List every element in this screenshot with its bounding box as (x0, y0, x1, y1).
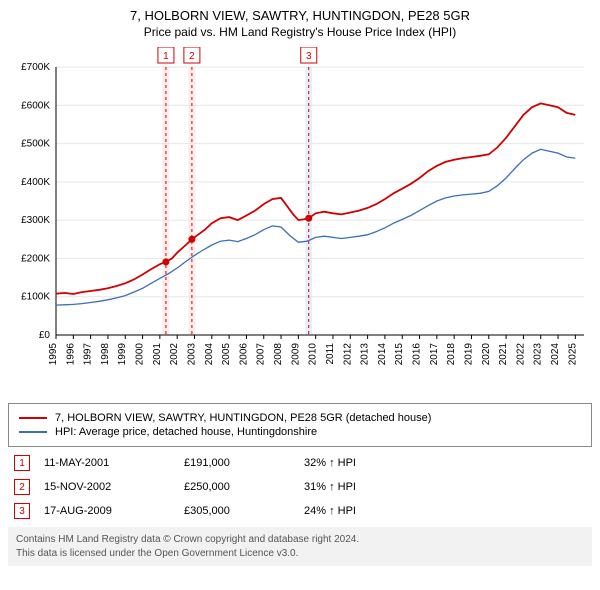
svg-text:2023: 2023 (533, 343, 544, 366)
sale-marker: 3 (14, 503, 30, 519)
svg-text:2018: 2018 (446, 343, 457, 366)
legend: 7, HOLBORN VIEW, SAWTRY, HUNTINGDON, PE2… (8, 403, 592, 447)
sale-marker: 2 (14, 479, 30, 495)
legend-row: 7, HOLBORN VIEW, SAWTRY, HUNTINGDON, PE2… (19, 412, 581, 424)
svg-text:2014: 2014 (377, 343, 388, 366)
svg-text:£300K: £300K (21, 215, 50, 226)
svg-text:2: 2 (189, 51, 195, 62)
svg-text:£200K: £200K (21, 253, 50, 264)
legend-label: HPI: Average price, detached house, Hunt… (55, 426, 317, 438)
svg-text:1: 1 (163, 51, 169, 62)
svg-text:2003: 2003 (186, 343, 197, 366)
svg-text:2010: 2010 (308, 343, 319, 366)
svg-text:£600K: £600K (21, 100, 50, 111)
sale-delta: 31% ↑ HPI (298, 475, 592, 499)
sale-price: £250,000 (178, 475, 298, 499)
footer: Contains HM Land Registry data © Crown c… (8, 527, 592, 566)
svg-text:2024: 2024 (550, 343, 561, 366)
title-main: 7, HOLBORN VIEW, SAWTRY, HUNTINGDON, PE2… (8, 8, 592, 23)
svg-text:2022: 2022 (515, 343, 526, 366)
svg-text:2009: 2009 (290, 343, 301, 366)
svg-text:1999: 1999 (117, 343, 128, 366)
svg-text:2012: 2012 (342, 343, 353, 366)
svg-text:2016: 2016 (412, 343, 423, 366)
sale-delta: 24% ↑ HPI (298, 499, 592, 523)
legend-label: 7, HOLBORN VIEW, SAWTRY, HUNTINGDON, PE2… (55, 412, 431, 424)
sale-marker: 1 (14, 455, 30, 471)
svg-text:2004: 2004 (204, 343, 215, 366)
svg-text:2015: 2015 (394, 343, 405, 366)
sale-row: 1 11-MAY-2001£191,00032% ↑ HPI (8, 451, 592, 475)
sale-date: 11-MAY-2001 (38, 451, 178, 475)
svg-text:2006: 2006 (238, 343, 249, 366)
svg-text:£100K: £100K (21, 292, 50, 303)
svg-text:1995: 1995 (48, 343, 59, 366)
svg-text:1998: 1998 (100, 343, 111, 366)
legend-swatch (19, 417, 47, 419)
footer-line2: This data is licensed under the Open Gov… (16, 547, 584, 561)
svg-text:3: 3 (306, 51, 312, 62)
sale-price: £305,000 (178, 499, 298, 523)
sale-row: 3 17-AUG-2009£305,00024% ↑ HPI (8, 499, 592, 523)
svg-text:1996: 1996 (65, 343, 76, 366)
chart-svg: £0 £100K £200K £300K £400K £500K £600K £700K 199… (8, 47, 592, 397)
sale-row: 2 15-NOV-2002£250,00031% ↑ HPI (8, 475, 592, 499)
svg-text:2001: 2001 (152, 343, 163, 366)
sale-date: 17-AUG-2009 (38, 499, 178, 523)
svg-text:2021: 2021 (498, 343, 509, 366)
svg-text:2002: 2002 (169, 343, 180, 366)
svg-text:£500K: £500K (21, 139, 50, 150)
legend-swatch (19, 431, 47, 433)
svg-text:2025: 2025 (567, 343, 578, 366)
svg-text:2000: 2000 (135, 343, 146, 366)
footer-line1: Contains HM Land Registry data © Crown c… (16, 533, 584, 547)
svg-text:2011: 2011 (325, 343, 336, 365)
svg-text:£0: £0 (39, 330, 51, 341)
svg-text:2020: 2020 (481, 343, 492, 366)
svg-text:£700K: £700K (21, 62, 50, 73)
title-sub: Price paid vs. HM Land Registry's House … (8, 25, 592, 39)
sale-delta: 32% ↑ HPI (298, 451, 592, 475)
svg-text:1997: 1997 (83, 343, 94, 366)
svg-text:2013: 2013 (360, 343, 371, 366)
svg-text:2005: 2005 (221, 343, 232, 366)
legend-row: HPI: Average price, detached house, Hunt… (19, 426, 581, 438)
svg-text:£400K: £400K (21, 177, 50, 188)
price-chart: £0 £100K £200K £300K £400K £500K £600K £700K 199… (8, 47, 592, 397)
svg-text:2017: 2017 (429, 343, 440, 366)
svg-text:2019: 2019 (463, 343, 474, 366)
svg-text:2007: 2007 (256, 343, 267, 366)
sales-table: 1 11-MAY-2001£191,00032% ↑ HPI 2 15-NOV-200… (8, 451, 592, 523)
title-block: 7, HOLBORN VIEW, SAWTRY, HUNTINGDON, PE2… (8, 8, 592, 39)
svg-text:2008: 2008 (273, 343, 284, 366)
sale-price: £191,000 (178, 451, 298, 475)
sale-date: 15-NOV-2002 (38, 475, 178, 499)
